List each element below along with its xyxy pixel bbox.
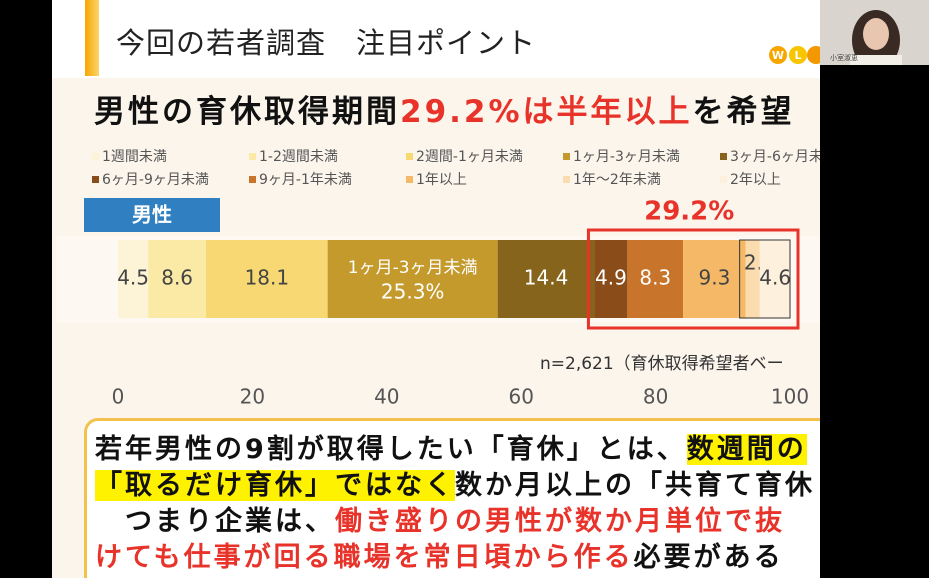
logo-letter: W	[772, 49, 784, 62]
bar-segment	[759, 240, 791, 318]
logo-dot	[807, 46, 820, 64]
clothes	[850, 55, 902, 65]
legend-swatch	[406, 153, 413, 160]
highlight-box	[586, 228, 800, 330]
legend-label: 2年以上	[730, 172, 781, 188]
logo: W L	[769, 46, 820, 64]
data-label: 8.6	[161, 266, 193, 290]
message-highlight: 数週間の	[686, 434, 807, 465]
segment-caption: 1ヶ月-3ヶ月未満	[348, 258, 478, 278]
message-line: 若年男性の9割が取得したい「育休」とは、数週間の	[95, 427, 807, 466]
webcam-view: 小室淑恵	[830, 10, 902, 65]
legend-swatch	[92, 176, 99, 183]
legend-swatch	[92, 153, 99, 160]
logo-dot	[769, 46, 787, 64]
legend-swatch	[563, 153, 570, 160]
legend-label: 2週間-1ヶ月未満	[416, 149, 523, 165]
legend-swatch	[406, 176, 413, 183]
message-highlight: 「取るだけ育休」ではなく	[95, 470, 455, 501]
data-label: 8.3	[639, 266, 671, 290]
message-line: 「取るだけ育休」ではなく数か月以上の「共育て育休	[95, 463, 815, 502]
logo-letter: L	[794, 49, 801, 62]
bar-segment	[148, 240, 207, 318]
title-bar	[52, 0, 820, 78]
message-text: 数か月以上の「共育て育休	[455, 470, 815, 501]
data-label: 9.3	[698, 266, 730, 290]
bar-segment	[627, 240, 684, 318]
legend-swatch	[249, 153, 256, 160]
slide: 今回の若者調査 注目ポイント 男性の育休取得期間29.2%は半年以上を希望 男性…	[52, 0, 820, 578]
message-line: けても仕事が回る職場を常日頃から作る必要がある	[95, 535, 784, 574]
legend-label: 9ヶ月-1年未満	[259, 172, 352, 188]
message-text: 必要がある	[633, 542, 784, 573]
x-tick-label: 40	[374, 385, 399, 409]
webcam-name: 小室淑恵	[830, 53, 858, 62]
annotation: 29.2%	[644, 197, 734, 227]
message-red: 働き盛りの男性が数か月単位で抜	[335, 506, 785, 537]
bar-segment	[683, 240, 746, 318]
x-tick-label: 60	[508, 385, 533, 409]
legend-label: 1-2週間未満	[259, 149, 338, 165]
legend-label: 6ヶ月-9ヶ月未満	[102, 172, 209, 188]
subtitle-text: 男性の育休取得期間	[94, 94, 400, 130]
x-tick-label: 80	[643, 385, 668, 409]
data-label: 18.1	[245, 266, 290, 290]
chart: 男性 W L 1週間未満 1-2週間未満 2週間-1ヶ月未満 1ヶ月-3ヶ月未満 3ヶ月…	[56, 46, 820, 409]
legend-label: 3ヶ月-6ヶ月未満	[730, 149, 820, 165]
legend-label: 1週間未満	[102, 149, 167, 165]
webcam: 小室淑恵	[820, 0, 929, 65]
message-text: 若年男性の9割が取得したい「育休」とは、	[95, 434, 687, 465]
title-accent	[85, 0, 99, 76]
bar-segment	[327, 240, 498, 318]
legend-swatch	[563, 176, 570, 183]
x-tick-label: 0	[112, 385, 125, 409]
bar-segment	[745, 240, 760, 318]
message-box: 若年男性の9割が取得したい「育休」とは、数週間の 「取るだけ育休」ではなく数か月…	[84, 418, 820, 578]
bar-segment	[594, 240, 628, 318]
legend-swatch	[720, 176, 727, 183]
logo-dot	[789, 46, 807, 64]
note: n=2,621（育休取得希望者ベー	[540, 354, 784, 374]
legend-label: 1ヶ月-3ヶ月未満	[573, 149, 680, 165]
inner-box	[739, 239, 791, 319]
slide-title: 今回の若者調査 注目ポイント	[116, 26, 537, 60]
message-text: つまり企業は、	[95, 506, 335, 537]
subtitle: 男性の育休取得期間29.2%は半年以上を希望	[94, 86, 795, 131]
subtitle-text: を希望	[692, 94, 795, 130]
face	[863, 18, 889, 50]
bar-segment	[118, 240, 149, 318]
legend-swatch	[249, 176, 256, 183]
category-box	[84, 198, 220, 232]
message-line: つまり企業は、働き盛りの男性が数か月単位で抜	[95, 499, 785, 538]
data-label: 4.9	[595, 266, 627, 290]
legend-label: 1年〜2年未満	[573, 172, 661, 188]
subtitle-highlight: 29.2%は半年以上	[400, 94, 693, 130]
x-tick-label: 20	[240, 385, 265, 409]
bar-segment	[206, 240, 328, 318]
data-label: 4.5	[117, 266, 149, 290]
data-label: 14.4	[524, 266, 569, 290]
legend-swatch	[720, 153, 727, 160]
legend-label: 1年以上	[416, 172, 467, 188]
x-tick-label: 100	[771, 385, 809, 409]
message-red: けても仕事が回る職場を常日頃から作る	[95, 542, 634, 573]
data-label: 4.6	[759, 266, 791, 290]
category-label: 男性	[132, 203, 172, 227]
data-label: 25.3%	[381, 280, 445, 304]
bar-segment	[497, 240, 595, 318]
